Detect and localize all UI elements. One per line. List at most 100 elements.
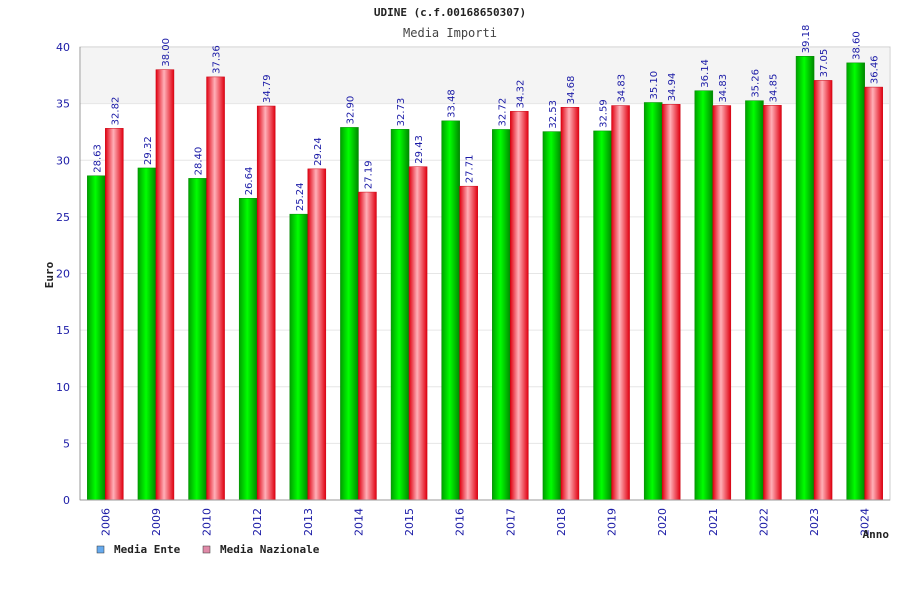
y-tick-label: 30: [56, 154, 70, 167]
data-label: 27.71: [465, 155, 476, 184]
bar-media-nazionale: [206, 76, 225, 501]
y-tick-label: 0: [63, 494, 70, 507]
x-axis-label: Anno: [863, 528, 890, 541]
x-tick-label: 2016: [454, 508, 467, 536]
data-label: 28.40: [194, 147, 205, 176]
data-label: 29.43: [414, 135, 425, 164]
bar-media-nazionale: [510, 111, 529, 501]
bar-media-nazionale: [813, 80, 833, 501]
bar-media-ente: [492, 129, 511, 501]
x-tick-label: 2019: [606, 508, 619, 536]
data-label: 35.10: [649, 71, 660, 100]
data-label: 28.63: [92, 144, 103, 173]
y-tick-label: 25: [56, 211, 70, 224]
data-label: 29.24: [313, 137, 324, 166]
x-tick-label: 2013: [302, 508, 315, 536]
data-label: 34.32: [515, 80, 526, 109]
x-tick-label: 2017: [504, 508, 517, 536]
data-label: 38.00: [161, 38, 172, 67]
chart-subtitle: Media Importi: [403, 26, 497, 40]
data-label: 36.14: [700, 59, 711, 88]
bar-media-nazionale: [560, 106, 580, 501]
data-label: 37.05: [819, 49, 830, 78]
x-tick-label: 2014: [352, 508, 365, 536]
data-label: 33.48: [447, 89, 458, 118]
x-tick-label: 2006: [99, 508, 112, 536]
bar-media-ente: [188, 178, 207, 501]
legend-swatch-media-nazionale: [202, 545, 211, 554]
x-tick-label: 2009: [150, 508, 163, 536]
bar-media-nazionale: [358, 191, 377, 501]
bar-media-ente: [390, 129, 410, 501]
data-label: 32.72: [497, 98, 508, 127]
data-label: 35.26: [750, 69, 761, 98]
data-label: 34.79: [262, 74, 273, 103]
chart-title: UDINE (c.f.00168650307): [374, 6, 526, 19]
data-label: 34.83: [718, 74, 729, 103]
bar-media-nazionale: [661, 104, 681, 501]
data-label: 32.59: [599, 99, 610, 128]
data-label: 34.85: [768, 74, 779, 103]
x-tick-label: 2020: [656, 508, 669, 536]
x-tick-label: 2024: [859, 508, 872, 536]
y-tick-label: 35: [56, 98, 70, 111]
bar-media-nazionale: [105, 128, 124, 501]
x-tick-label: 2015: [403, 508, 416, 536]
bar-media-ente: [87, 175, 106, 501]
y-tick-label: 10: [56, 381, 70, 394]
data-label: 37.36: [212, 45, 223, 74]
x-tick-label: 2012: [251, 508, 264, 536]
bar-media-ente: [643, 102, 663, 501]
x-tick-label: 2023: [808, 508, 821, 536]
data-label: 39.18: [801, 25, 812, 54]
bar-media-nazionale: [611, 105, 630, 501]
x-tick-label: 2022: [757, 508, 770, 536]
x-tick-label: 2021: [707, 508, 720, 536]
bar-media-ente: [593, 130, 612, 501]
data-label: 34.68: [566, 76, 577, 105]
data-label: 32.73: [396, 98, 407, 127]
bar-media-ente: [542, 131, 562, 501]
data-label: 34.83: [617, 74, 628, 103]
x-tick-label: 2018: [555, 508, 568, 536]
data-label: 38.60: [852, 31, 863, 60]
bar-media-nazionale: [155, 69, 175, 501]
bar-media-ente: [441, 120, 460, 501]
legend-swatch-media-ente: [96, 545, 105, 554]
data-label: 34.94: [667, 73, 678, 102]
data-label: 32.90: [345, 96, 356, 125]
bar-media-ente: [694, 90, 714, 501]
bar-media-ente: [795, 56, 815, 501]
y-tick-label: 5: [63, 437, 70, 450]
bar-media-ente: [745, 100, 764, 501]
legend: Media Ente Media Nazionale: [96, 543, 320, 556]
bar-media-nazionale: [864, 86, 883, 501]
x-axis-ticks: 2006 2009 2010 2012 2013 2014 2015 2016 2017 2018…: [99, 508, 871, 536]
bar-media-nazionale: [307, 168, 327, 501]
data-label: 36.46: [870, 55, 881, 84]
data-label: 25.24: [295, 183, 306, 212]
bar-media-nazionale: [712, 105, 732, 501]
data-label: 27.19: [363, 160, 374, 189]
bar-media-ente: [289, 213, 309, 501]
data-label: 32.82: [110, 97, 121, 126]
bar-media-nazionale: [459, 185, 478, 501]
y-axis-ticks: 0 5 10 15 20 25 30 35 40: [56, 41, 70, 507]
bar-media-nazionale: [408, 166, 428, 501]
bar-media-nazionale: [763, 105, 782, 501]
y-tick-label: 40: [56, 41, 70, 54]
bars: 28.63 32.82 29.32 38.00 28.40 37.36 26.64 34.79…: [87, 25, 883, 501]
bar-media-nazionale: [256, 105, 276, 501]
bar-media-ente: [238, 198, 258, 501]
bar-media-ente: [846, 62, 865, 501]
bar-media-ente: [340, 127, 359, 501]
data-label: 29.32: [143, 136, 154, 165]
y-tick-label: 15: [56, 324, 70, 337]
y-axis-label: Euro: [43, 261, 56, 288]
legend-label-media-ente: Media Ente: [114, 543, 181, 556]
data-label: 26.64: [244, 167, 255, 196]
x-tick-label: 2010: [201, 508, 214, 536]
legend-label-media-nazionale: Media Nazionale: [220, 543, 320, 556]
y-tick-label: 20: [56, 268, 70, 281]
